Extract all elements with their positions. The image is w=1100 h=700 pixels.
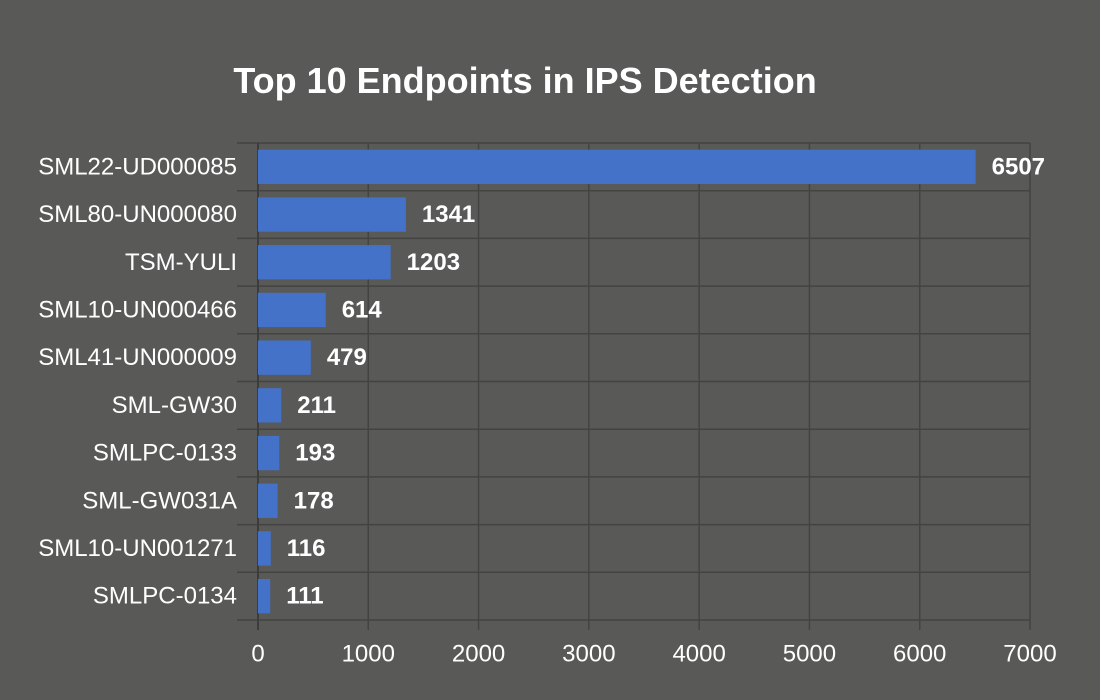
bar xyxy=(258,435,280,471)
bar xyxy=(258,149,976,185)
x-tick-label: 2000 xyxy=(452,641,505,668)
data-label: 116 xyxy=(287,535,326,562)
data-label: 1203 xyxy=(407,249,460,276)
category-label: SML-GW30 xyxy=(112,392,237,419)
data-label: 211 xyxy=(297,392,336,419)
data-label: 479 xyxy=(327,344,367,371)
bar xyxy=(258,197,406,232)
bar xyxy=(258,531,271,566)
category-label: SML22-UD000085 xyxy=(38,153,237,180)
x-tick-label: 3000 xyxy=(562,641,615,668)
category-label: TSM-YULI xyxy=(125,249,237,276)
data-label: 6507 xyxy=(992,153,1045,180)
bar xyxy=(258,245,391,280)
category-label: SML80-UN000080 xyxy=(38,201,237,228)
data-label: 178 xyxy=(294,487,334,514)
category-label: SML10-UN000466 xyxy=(38,296,237,323)
data-label: 111 xyxy=(286,583,323,610)
category-label: SMLPC-0134 xyxy=(93,583,237,610)
x-tick-label: 5000 xyxy=(783,641,836,668)
x-tick-label: 0 xyxy=(251,641,264,668)
bar xyxy=(258,292,326,328)
x-tick-label: 1000 xyxy=(342,641,395,668)
category-label: SML41-UN000009 xyxy=(38,344,237,371)
x-tick-label: 6000 xyxy=(893,641,946,668)
bar xyxy=(258,578,271,614)
bar xyxy=(258,388,282,423)
x-tick-label: 7000 xyxy=(1003,641,1056,668)
category-label: SMLPC-0133 xyxy=(93,440,237,467)
data-label: 1341 xyxy=(422,201,475,228)
data-label: 193 xyxy=(295,440,335,467)
x-tick-label: 4000 xyxy=(672,641,725,668)
chart-title: Top 10 Endpoints in IPS Detection xyxy=(233,60,817,101)
data-label: 614 xyxy=(342,296,383,323)
bar xyxy=(258,483,278,518)
bar xyxy=(258,340,311,375)
category-label: SML10-UN001271 xyxy=(38,535,237,562)
category-label: SML-GW031A xyxy=(82,487,237,514)
